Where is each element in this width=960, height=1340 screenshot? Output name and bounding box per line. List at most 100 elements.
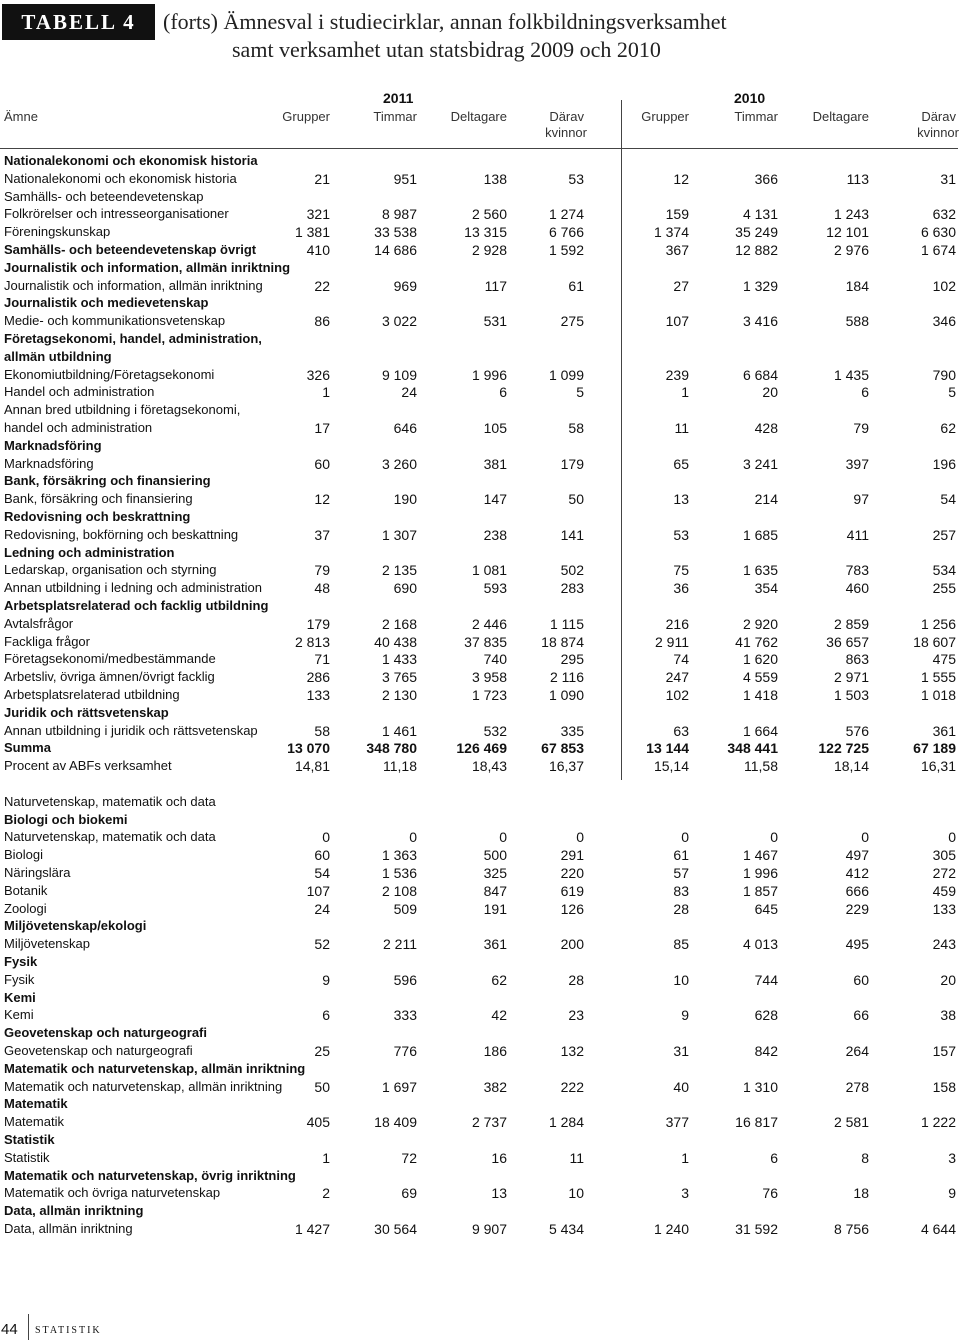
cell-value: 576 [845,722,869,739]
cell-value: 13 315 [464,224,507,241]
cell-value: 14 686 [374,242,417,258]
cell-value: 361 [932,722,956,739]
cell-value: 475 [932,651,956,668]
cell-value: 1 996 [742,865,778,881]
cell-value: 10 [673,971,689,988]
cell-value: 1 857 [742,882,778,899]
subject-header: Ämne [4,109,38,124]
table-label: TABELL 4 [2,4,155,40]
cell-value: 40 [673,1078,689,1095]
cell-value: 2 920 [742,615,778,632]
row-label: Biologi och biokemi [4,811,128,827]
footer-section: STATISTIK [35,1325,102,1336]
cell-value: 157 [932,1043,956,1059]
cell-value: 255 [932,580,956,597]
cell-value: 2 859 [833,615,869,632]
cell-value: 67 853 [541,740,584,757]
cell-value: 2 211 [383,936,417,953]
cell-value: 646 [393,420,417,436]
cell-value: 122 725 [818,740,869,757]
cell-value: 97 [853,491,869,508]
cell-value: 4 131 [742,206,778,223]
cell-value: 1 620 [742,651,778,668]
cell-value: 0 [409,829,417,846]
cell-value: 628 [754,1007,778,1024]
cell-value: 969 [393,277,417,294]
cell-value: 20 [940,971,956,988]
row-label: allmän utbildning [4,348,112,364]
row-label: Data, allmän inriktning [4,1221,133,1236]
cell-value: 2 116 [550,669,584,686]
cell-value: 744 [754,971,778,988]
title-line: samt verksamhet utan statsbidrag 2009 oc… [232,37,661,62]
cell-value: 1 418 [742,687,778,703]
cell-value: 11 [569,1149,584,1166]
cell-value: 2 928 [471,242,507,258]
row-label: Geovetenskap och naturgeografi [4,1043,193,1058]
cell-value: 36 [673,580,689,597]
row-label: Handel och administration [4,384,155,400]
row-label: Matematik [4,1096,68,1112]
column-header: Därav [549,109,584,124]
cell-value: 126 [560,900,584,917]
row-label: handel och administration [4,420,153,435]
cell-value: 133 [306,687,330,703]
row-label: Statistik [4,1149,50,1165]
cell-value: 16,31 [920,758,956,775]
cell-value: 4 559 [742,669,778,686]
cell-value: 31 [673,1043,689,1059]
row-label: Matematik och naturvetenskap, allmän inr… [4,1078,283,1094]
cell-value: 1 555 [920,669,956,686]
cell-value: 18 [853,1185,869,1202]
title-line: (forts) Ämnesval i studiecirklar, annan … [163,9,727,34]
row-label: Kemi [4,989,36,1005]
cell-value: 497 [845,847,869,864]
column-header: Grupper [282,109,330,124]
cell-value: 15,14 [653,758,689,775]
cell-value: 18,14 [833,758,869,775]
column-header: Därav [921,109,956,124]
cell-value: 11,58 [744,758,778,775]
cell-value: 740 [483,651,507,668]
cell-value: 366 [754,170,778,187]
cell-value: 105 [483,420,507,436]
cell-value: 6 [770,1149,778,1166]
cell-value: 0 [322,829,330,846]
cell-value: 13 [491,1185,507,1202]
cell-value: 1 284 [548,1114,584,1131]
cell-value: 85 [673,936,689,953]
cell-value: 459 [932,882,956,899]
cell-value: 138 [483,170,507,187]
cell-value: 8 756 [833,1221,869,1237]
row-label: Marknadsföring [4,437,102,453]
cell-value: 645 [754,900,778,917]
cell-value: 2 737 [471,1114,507,1131]
row-label: Marknadsföring [4,455,94,471]
row-label: Annan utbildning i juridik och rättsvete… [4,722,258,738]
cell-value: 1 427 [294,1221,330,1237]
cell-value: 58 [568,420,584,436]
cell-value: 1 [322,1149,330,1166]
cell-value: 382 [483,1078,507,1095]
row-label: Ekonomiutbildning/Företagsekonomi [4,366,215,382]
row-label: Biologi [4,847,44,863]
column-header: Deltagare [450,109,507,124]
row-label: Naturvetenskap, matematik och data [4,793,216,809]
cell-value: 3 022 [381,313,417,330]
cell-value: 1 256 [920,615,956,632]
cell-value: 863 [845,651,869,668]
cell-value: 361 [483,936,507,953]
cell-value: 0 [681,829,689,846]
cell-value: 531 [483,313,507,330]
cell-value: 23 [568,1007,584,1024]
cell-value: 1 467 [742,847,778,864]
cell-value: 8 [861,1149,869,1166]
cell-value: 593 [483,580,507,597]
cell-value: 2 135 [381,562,417,579]
row-label: Ledarskap, organisation och styrning [4,562,217,578]
cell-value: 17 [314,420,330,436]
cell-value: 278 [845,1078,869,1095]
cell-value: 216 [665,615,689,632]
cell-value: 58 [314,722,330,739]
